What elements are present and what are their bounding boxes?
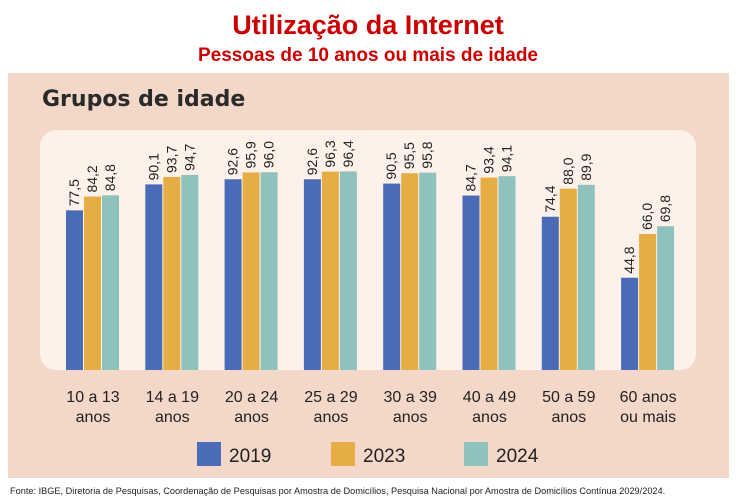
bar-2024-group-1 <box>102 195 119 370</box>
bar-2024-group-6 <box>498 176 516 370</box>
legend-swatch-2024 <box>464 442 488 466</box>
chart-title: Utilização da Internet <box>232 10 504 40</box>
category-label-3-line-2: anos <box>234 409 269 426</box>
legend-swatch-2023 <box>331 442 355 466</box>
value-label-2024-group-6: 94,1 <box>499 145 515 172</box>
category-label-5-line-1: 30 a 39 <box>384 389 437 406</box>
bar-2023-group-8 <box>639 234 657 370</box>
bar-2023-group-7 <box>559 188 577 370</box>
value-label-2019-group-3: 92,6 <box>225 148 241 175</box>
value-label-2023-group-2: 93,7 <box>163 146 179 173</box>
value-label-2024-group-4: 96,4 <box>340 140 356 167</box>
value-label-2023-group-3: 95,9 <box>243 141 259 168</box>
value-label-2024-group-3: 96,0 <box>261 141 277 168</box>
category-label-8-line-1: 60 anos <box>620 389 677 406</box>
value-label-2019-group-4: 92,6 <box>304 148 320 175</box>
value-label-2024-group-1: 84,8 <box>102 164 118 191</box>
value-label-2023-group-8: 66,0 <box>639 203 655 230</box>
chart-subtitle: Pessoas de 10 anos ou mais de idade <box>197 45 539 66</box>
category-label-1-line-2: anos <box>76 409 111 426</box>
source-note: Fonte: IBGE, Diretoria de Pesquisas, Coo… <box>10 486 666 496</box>
bar-2024-group-7 <box>577 184 595 370</box>
bar-2024-group-3 <box>260 172 278 370</box>
category-label-2-line-2: anos <box>155 409 190 426</box>
bar-2023-group-3 <box>242 172 260 370</box>
legend-label-2023: 2023 <box>363 446 405 467</box>
bar-2023-group-2 <box>163 176 181 370</box>
value-label-2019-group-7: 74,4 <box>542 185 558 212</box>
category-label-7-line-1: 50 a 59 <box>542 389 595 406</box>
legend-label-2019: 2019 <box>229 446 271 467</box>
bar-2024-group-4 <box>339 171 357 370</box>
bar-2023-group-6 <box>480 177 498 370</box>
category-label-3-line-1: 20 a 24 <box>225 389 278 406</box>
value-label-2019-group-2: 90,1 <box>145 153 161 180</box>
category-label-8-line-2: ou mais <box>620 409 676 426</box>
bar-2024-group-8 <box>657 226 675 370</box>
category-label-1-line-1: 10 a 13 <box>66 389 119 406</box>
bar-2019-group-5 <box>383 183 401 370</box>
category-label-5-line-2: anos <box>393 409 428 426</box>
bar-2019-group-7 <box>541 216 559 370</box>
category-label-6-line-1: 40 a 49 <box>463 389 516 406</box>
value-label-2019-group-5: 90,5 <box>383 152 399 179</box>
legend-swatch-2019 <box>197 442 221 466</box>
bar-2019-group-3 <box>224 179 242 370</box>
value-label-2023-group-7: 88,0 <box>560 157 576 184</box>
value-label-2023-group-6: 93,4 <box>481 146 497 173</box>
value-label-2024-group-8: 69,8 <box>657 195 673 222</box>
bar-2023-group-1 <box>84 196 101 370</box>
category-label-2-line-1: 14 a 19 <box>146 389 199 406</box>
legend-label-2024: 2024 <box>496 446 539 467</box>
bar-2019-group-4 <box>303 179 321 370</box>
bar-2019-group-6 <box>462 195 480 370</box>
bar-2019-group-2 <box>145 184 163 370</box>
value-label-2019-group-8: 44,8 <box>621 246 637 273</box>
value-label-2023-group-1: 84,2 <box>84 165 100 192</box>
bar-2023-group-5 <box>401 173 419 370</box>
panel-heading: Grupos de idade <box>42 87 246 112</box>
value-label-2019-group-1: 77,5 <box>66 179 82 206</box>
category-label-4-line-2: anos <box>314 409 349 426</box>
bar-2024-group-5 <box>419 172 437 370</box>
bar-2024-group-2 <box>181 174 199 370</box>
value-label-2023-group-4: 96,3 <box>322 140 338 167</box>
value-label-2024-group-5: 95,8 <box>419 141 435 168</box>
bar-2023-group-4 <box>321 171 339 370</box>
value-label-2024-group-7: 89,9 <box>578 153 594 180</box>
bar-2019-group-1 <box>66 210 83 370</box>
category-label-7-line-2: anos <box>551 409 586 426</box>
value-label-2024-group-2: 94,7 <box>181 143 197 170</box>
value-label-2019-group-6: 84,7 <box>463 164 479 191</box>
bar-2019-group-8 <box>621 277 639 370</box>
value-label-2023-group-5: 95,5 <box>401 142 417 169</box>
category-label-4-line-1: 25 a 29 <box>304 389 357 406</box>
category-label-6-line-2: anos <box>472 409 507 426</box>
